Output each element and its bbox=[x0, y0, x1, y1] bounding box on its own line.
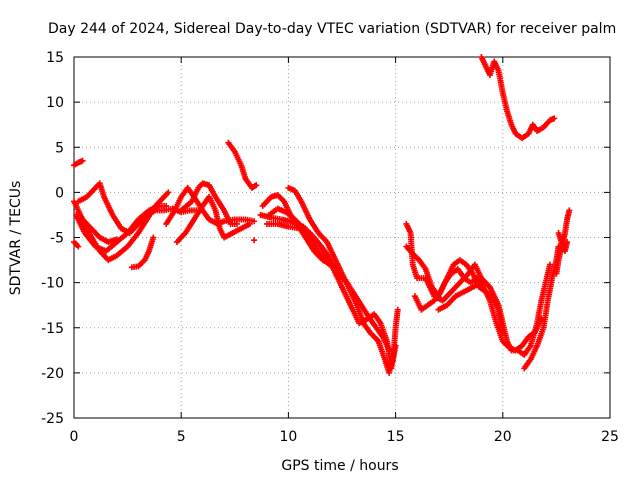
series-late-isolated bbox=[555, 229, 571, 255]
y-tick-label: 5 bbox=[55, 140, 64, 156]
data-point bbox=[386, 347, 393, 354]
data-point bbox=[150, 234, 157, 241]
y-tick-label: -5 bbox=[50, 231, 64, 247]
x-tick-label: 5 bbox=[177, 429, 186, 445]
series-early-drop bbox=[71, 239, 82, 250]
series-right-cluster-3 bbox=[411, 257, 506, 336]
x-tick-label: 20 bbox=[494, 429, 512, 445]
series-arc-l bbox=[285, 184, 393, 354]
series-main-descent-1 bbox=[257, 211, 401, 376]
series-arc-c bbox=[75, 180, 202, 236]
data-point bbox=[326, 261, 333, 268]
x-axis-label: GPS time / hours bbox=[281, 458, 398, 474]
series-arc-b bbox=[73, 202, 170, 255]
x-tick-label: 15 bbox=[387, 429, 405, 445]
series-early-spike bbox=[71, 157, 86, 169]
series-spike-i bbox=[225, 139, 260, 191]
y-tick-label: 0 bbox=[55, 185, 64, 201]
data-point bbox=[551, 115, 558, 122]
y-tick-label: 10 bbox=[46, 95, 64, 111]
y-tick-label: 15 bbox=[46, 50, 64, 66]
data-point bbox=[113, 236, 120, 243]
series-late-pieces bbox=[553, 207, 573, 277]
series-arc-g bbox=[173, 193, 253, 246]
data-point bbox=[75, 243, 82, 250]
y-tick-label: -15 bbox=[41, 321, 64, 337]
data-point bbox=[79, 157, 86, 164]
y-tick-label: -25 bbox=[41, 411, 64, 427]
x-tick-label: 10 bbox=[279, 429, 297, 445]
x-tick-label: 25 bbox=[601, 429, 619, 445]
data-point bbox=[546, 261, 553, 268]
data-point bbox=[253, 182, 260, 189]
data-point bbox=[566, 207, 573, 214]
series-right-cluster-4 bbox=[435, 279, 485, 313]
y-axis-label: SDTVAR / TECUs bbox=[8, 181, 24, 296]
data-point bbox=[392, 342, 399, 349]
series-arc-f bbox=[163, 184, 258, 227]
series-arc-h bbox=[178, 180, 240, 227]
chart-title: Day 244 of 2024, Sidereal Day-to-day VTE… bbox=[48, 21, 616, 37]
data-point bbox=[246, 220, 253, 227]
data-point bbox=[394, 306, 401, 313]
series-right-cluster-2 bbox=[403, 243, 545, 354]
data-point bbox=[251, 218, 258, 225]
series-arc-d bbox=[79, 216, 120, 246]
data-point bbox=[499, 329, 506, 336]
data-point bbox=[251, 237, 258, 244]
y-tick-label: -20 bbox=[41, 366, 64, 382]
y-tick-label: -10 bbox=[41, 276, 64, 292]
data-point bbox=[233, 220, 240, 227]
series-segment-e bbox=[128, 234, 157, 271]
x-tick-label: 0 bbox=[70, 429, 79, 445]
data-point bbox=[478, 279, 485, 286]
series-top-arc bbox=[478, 54, 558, 142]
axis-ticks: 0 5 10 15 20 25 -25 -20 -15 -10 -5 0 5 10 15 bbox=[41, 50, 619, 445]
data-point bbox=[165, 189, 172, 196]
series-dot-j bbox=[251, 237, 258, 244]
data-marks bbox=[71, 54, 573, 376]
series-arc-m bbox=[266, 205, 333, 268]
data-point bbox=[564, 239, 571, 246]
